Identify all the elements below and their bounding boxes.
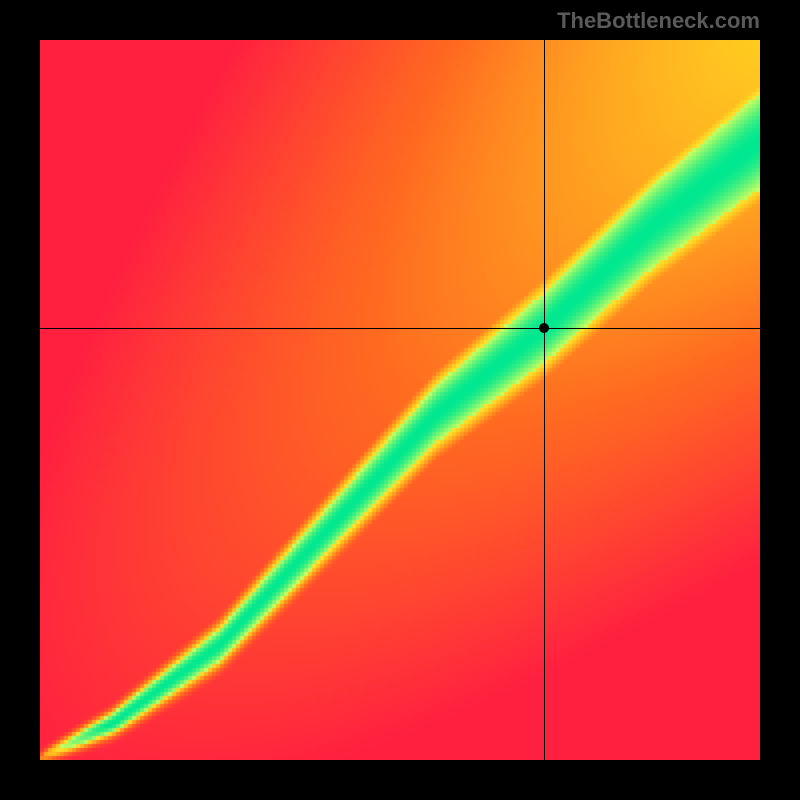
bottleneck-heatmap	[40, 40, 760, 760]
marker-dot	[539, 323, 549, 333]
crosshair-vertical	[544, 40, 545, 760]
heatmap-canvas	[40, 40, 760, 760]
watermark-text: TheBottleneck.com	[557, 8, 760, 34]
crosshair-horizontal	[40, 328, 760, 329]
